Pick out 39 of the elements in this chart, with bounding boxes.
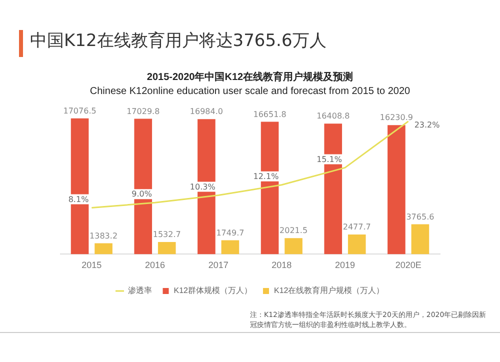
x-tick-label: 2018 [272, 260, 292, 270]
bar [411, 224, 430, 254]
data-label: 16230.9 [380, 113, 414, 122]
data-label: 16408.8 [316, 112, 350, 121]
x-tick-label: 2016 [144, 260, 166, 270]
text: 中国K12在线教育用户将达3765.6万人 [30, 30, 326, 52]
bar [348, 234, 366, 254]
data-label: 17076.5 [63, 106, 96, 116]
bar [94, 243, 112, 254]
data-label: 8.1% [68, 194, 90, 204]
bar [70, 118, 89, 254]
data-label: 17029.8 [126, 106, 160, 116]
x-tick-label: 2017 [208, 260, 228, 270]
data-label: 1383.2 [90, 231, 118, 240]
bar [388, 125, 406, 254]
data-label: 16651.8 [253, 110, 286, 119]
data-label: 15.1% [316, 154, 342, 164]
x-tick-label: 2015 [82, 260, 102, 270]
x-tick-label: 2019 [334, 260, 356, 270]
data-label: 16984.0 [190, 107, 224, 116]
data-label: 2021.5 [280, 226, 308, 236]
data-label: 3765.6 [406, 212, 434, 222]
data-label: 9.0% [132, 190, 152, 199]
legend-label: 渗透率 [128, 286, 152, 296]
data-label: 12.1% [253, 172, 280, 181]
bar [221, 240, 240, 254]
bar [158, 242, 176, 254]
data-label: 10.3% [190, 182, 216, 192]
legend-label: K12在线教育用户规模（万人） [274, 286, 384, 296]
data-label: 2477.7 [342, 222, 371, 232]
data-label: 1749.7 [216, 228, 244, 238]
x-tick-label: 2020E [395, 260, 422, 270]
legend-label: K12群体规模（万人） [174, 286, 252, 296]
bar [134, 118, 152, 254]
bar [284, 238, 302, 254]
chart-title: 2015-2020年中国K12在线教育用户规模及预测 [146, 70, 354, 83]
chart-subtitle: Chinese K12online education user scale and forecast from 2015 to 2020 [90, 86, 411, 97]
data-label: 1532.7 [152, 230, 181, 240]
data-label: 23.2% [414, 120, 440, 130]
